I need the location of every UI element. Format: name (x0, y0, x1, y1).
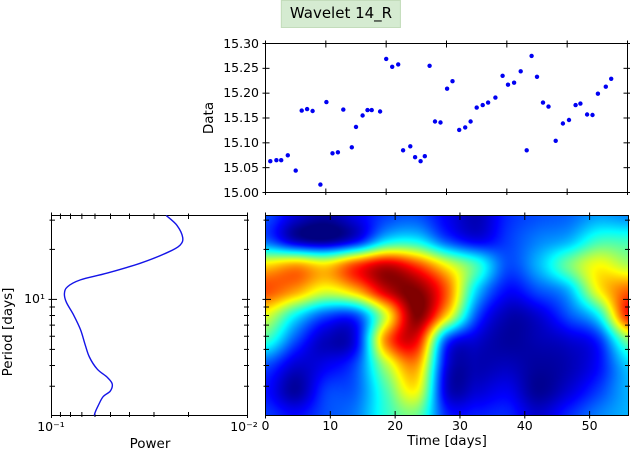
time-xtick-label: 0 (261, 418, 270, 433)
scatter-ytick-label: 15.15 (223, 110, 259, 125)
wavelet-ticks (262, 212, 631, 419)
time-xtick-label: 50 (581, 418, 598, 433)
scatter-ticks (262, 40, 630, 195)
scatter-points (268, 53, 614, 187)
time-xtick-label: 20 (387, 418, 404, 433)
wavelet-axes-overlay (262, 212, 631, 419)
scatter-ytick-label: 15.10 (223, 134, 259, 150)
power-spectrum-plot (48, 212, 250, 418)
figure-title: Wavelet 14_R (280, 0, 402, 28)
time-xtick-label: 30 (452, 418, 468, 433)
power-xtick-label: 10⁻² (230, 419, 258, 434)
wavelet-heatmap (265, 215, 629, 416)
power-axis-label: Power (129, 436, 171, 452)
period-ytick-label: 10¹ (24, 291, 45, 307)
power-spectrum-panel (48, 212, 250, 418)
scatter-panel (262, 40, 630, 195)
time-xtick-label: 10 (322, 418, 339, 433)
time-xtick-label: 40 (516, 418, 533, 433)
scatter-ytick-label: 15.05 (223, 159, 259, 175)
power-ticks (48, 212, 250, 418)
scatter-ytick-label: 15.20 (223, 85, 259, 101)
power-curve (63, 214, 184, 416)
scatter-plot (262, 40, 630, 195)
scatter-ytick-label: 15.30 (223, 35, 259, 51)
wavelet-heatmap-panel (262, 212, 631, 419)
power-xtick-label: 10⁻¹ (37, 419, 65, 434)
scatter-ytick-label: 15.25 (223, 60, 259, 76)
scatter-ytick-label: 15.00 (223, 184, 259, 200)
time-axis-label: Time [days] (407, 433, 487, 449)
